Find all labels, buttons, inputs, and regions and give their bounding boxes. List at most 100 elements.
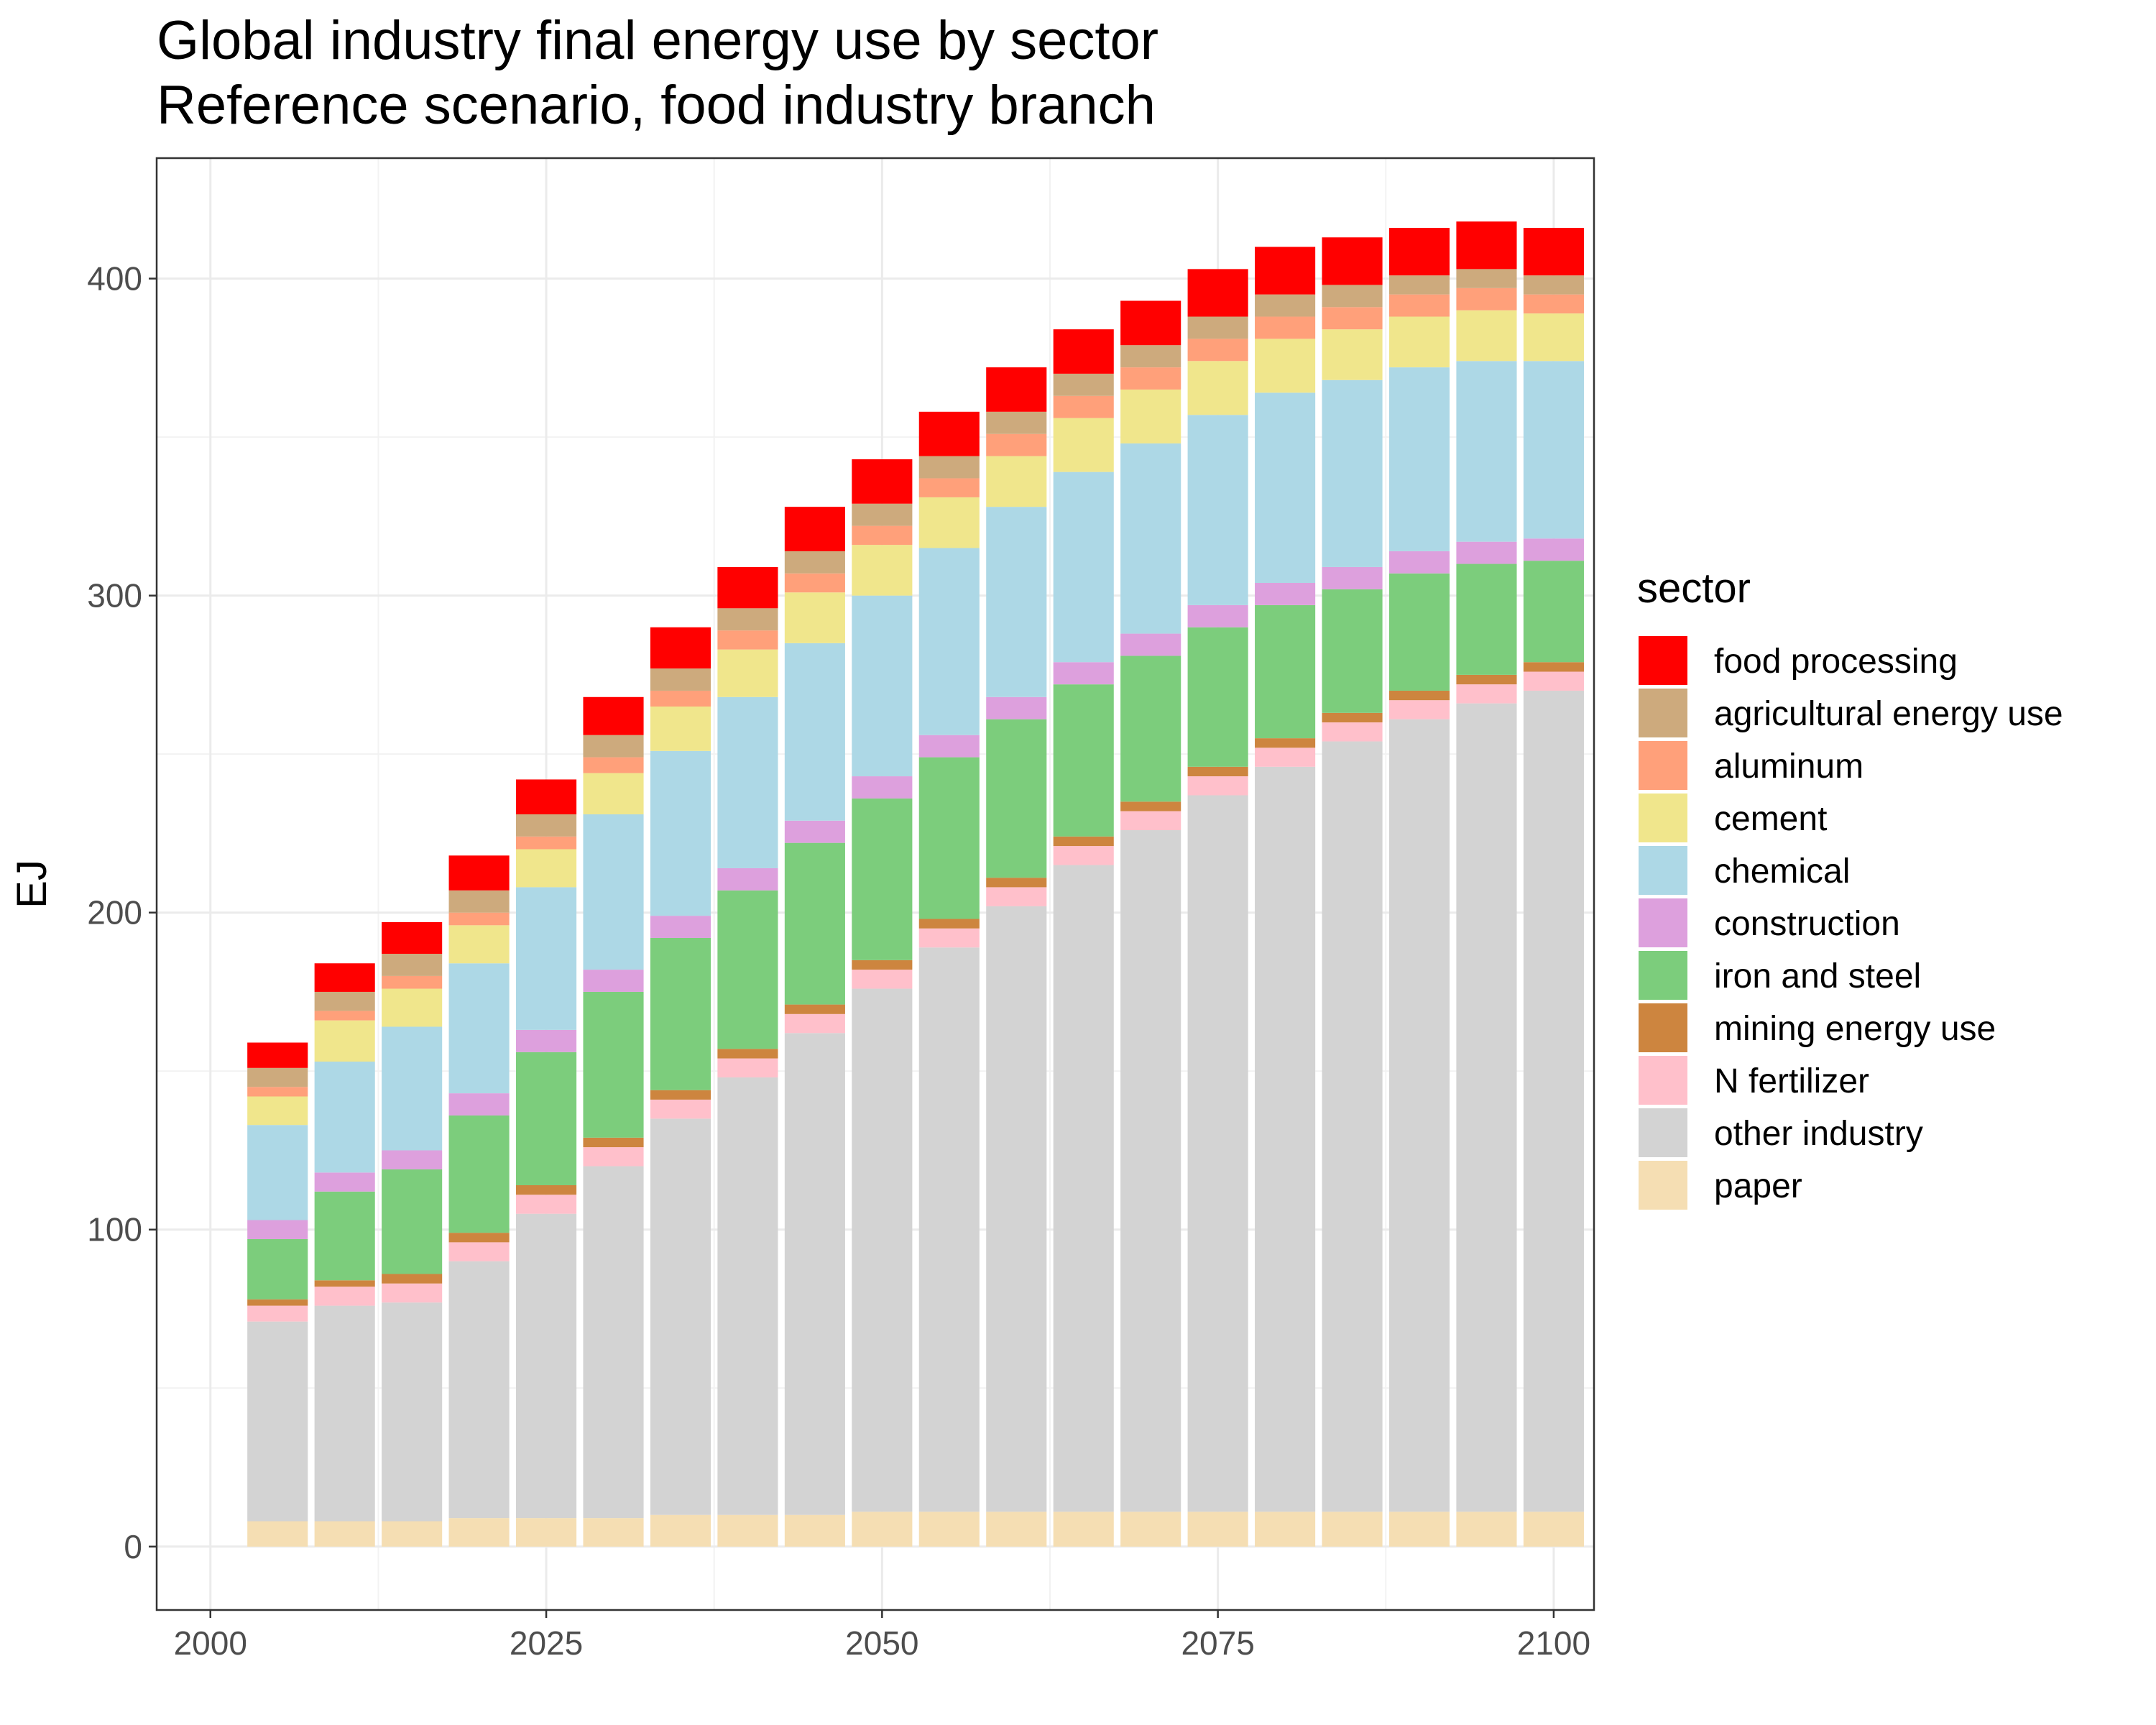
- bar-agricultural-energy-use: [784, 551, 845, 574]
- bar-mining-energy-use: [852, 960, 913, 970]
- bar-cement: [1388, 316, 1450, 368]
- bar-n-fertilizer: [986, 887, 1047, 906]
- bar-chemical: [1120, 443, 1181, 634]
- bar-n-fertilizer: [650, 1099, 711, 1119]
- bar-food-processing: [314, 963, 375, 992]
- bar-chemical: [650, 750, 711, 916]
- plot-border: [155, 157, 1595, 1611]
- bar-n-fertilizer: [382, 1283, 443, 1303]
- bar-aluminum: [784, 573, 845, 593]
- axes: 0 100 200 300 400 2000 2025 2050 2075 2100: [87, 260, 1590, 1662]
- bar-iron-and-steel: [784, 842, 845, 1005]
- bar-food-processing: [1053, 329, 1114, 374]
- bar-aluminum: [1255, 316, 1316, 339]
- x-tick-label: 2075: [1181, 1624, 1254, 1662]
- bar-chemical: [1523, 361, 1584, 539]
- bar-cement: [448, 925, 510, 964]
- bar-food-processing: [717, 566, 778, 609]
- bar-other-industry: [1322, 741, 1383, 1512]
- bar-agricultural-energy-use: [918, 456, 980, 479]
- bar-cement: [918, 497, 980, 548]
- bar-mining-energy-use: [583, 1137, 644, 1148]
- bar-paper: [1523, 1512, 1584, 1547]
- bar-agricultural-energy-use: [717, 608, 778, 631]
- bar-chemical: [382, 1026, 443, 1151]
- bar-iron-and-steel: [382, 1169, 443, 1274]
- bar-cement: [986, 456, 1047, 507]
- bar-cement: [1456, 310, 1517, 362]
- bar-cement: [314, 1020, 375, 1062]
- bar-other-industry: [1456, 703, 1517, 1512]
- bar-cement: [583, 773, 644, 814]
- bar-other-industry: [1187, 795, 1248, 1512]
- bar-n-fertilizer: [1523, 671, 1584, 691]
- legend-swatch: [1639, 1003, 1687, 1052]
- bar-aluminum: [1120, 367, 1181, 390]
- bar-aluminum: [717, 630, 778, 650]
- bar-food-processing: [986, 367, 1047, 412]
- bar-mining-energy-use: [516, 1184, 577, 1195]
- bar-agricultural-energy-use: [583, 735, 644, 758]
- bar-construction: [717, 868, 778, 891]
- bar-n-fertilizer: [852, 970, 913, 989]
- bar-n-fertilizer: [448, 1242, 510, 1261]
- bar-paper: [247, 1521, 308, 1547]
- bar-agricultural-energy-use: [382, 954, 443, 976]
- bar-n-fertilizer: [1255, 748, 1316, 767]
- bar-iron-and-steel: [852, 798, 913, 960]
- bar-iron-and-steel: [986, 719, 1047, 878]
- bar-construction: [650, 916, 711, 938]
- bar-paper: [314, 1521, 375, 1547]
- bar-agricultural-energy-use: [516, 814, 577, 837]
- x-tick-label: 2025: [510, 1624, 583, 1662]
- bar-agricultural-energy-use: [1053, 373, 1114, 396]
- y-tick-label: 200: [87, 894, 142, 932]
- bar-aluminum: [314, 1011, 375, 1021]
- bar-paper: [784, 1514, 845, 1547]
- bar-chemical: [247, 1125, 308, 1220]
- bar-chemical: [717, 696, 778, 868]
- bar-construction: [247, 1220, 308, 1239]
- bar-construction: [448, 1093, 510, 1116]
- bar-construction: [1456, 541, 1517, 564]
- y-tick-label: 300: [87, 577, 142, 615]
- legend-label: cement: [1714, 800, 1827, 838]
- bar-iron-and-steel: [1255, 604, 1316, 739]
- y-tick-label: 400: [87, 260, 142, 298]
- bar-food-processing: [650, 627, 711, 669]
- bar-agricultural-energy-use: [1523, 275, 1584, 295]
- bar-aluminum: [852, 525, 913, 546]
- bar-food-processing: [852, 459, 913, 504]
- bar-iron-and-steel: [448, 1115, 510, 1233]
- bar-paper: [1388, 1512, 1450, 1547]
- bar-cement: [1053, 418, 1114, 472]
- bar-aluminum: [1456, 288, 1517, 310]
- bar-chemical: [1388, 367, 1450, 551]
- bar-paper: [986, 1512, 1047, 1547]
- legend-label: mining energy use: [1714, 1010, 1996, 1048]
- bar-chemical: [516, 887, 577, 1030]
- legend-label: paper: [1714, 1167, 1802, 1205]
- bar-mining-energy-use: [1120, 801, 1181, 811]
- bar-agricultural-energy-use: [986, 411, 1047, 434]
- bar-mining-energy-use: [314, 1280, 375, 1287]
- bar-other-industry: [1255, 766, 1316, 1512]
- bar-cement: [650, 707, 711, 751]
- legend-swatch: [1639, 741, 1687, 790]
- bar-paper: [1456, 1512, 1517, 1547]
- bar-construction: [1255, 583, 1316, 605]
- bar-cement: [382, 988, 443, 1027]
- bar-construction: [1523, 538, 1584, 561]
- bar-aluminum: [650, 690, 711, 707]
- bar-n-fertilizer: [314, 1287, 375, 1306]
- bar-other-industry: [1120, 830, 1181, 1512]
- bar-other-industry: [1523, 690, 1584, 1512]
- bar-n-fertilizer: [583, 1147, 644, 1167]
- bar-aluminum: [583, 757, 644, 773]
- bar-aluminum: [382, 975, 443, 989]
- legend-label: other industry: [1714, 1115, 1923, 1153]
- bar-agricultural-energy-use: [448, 890, 510, 913]
- bar-cement: [852, 545, 913, 596]
- bar-aluminum: [918, 478, 980, 497]
